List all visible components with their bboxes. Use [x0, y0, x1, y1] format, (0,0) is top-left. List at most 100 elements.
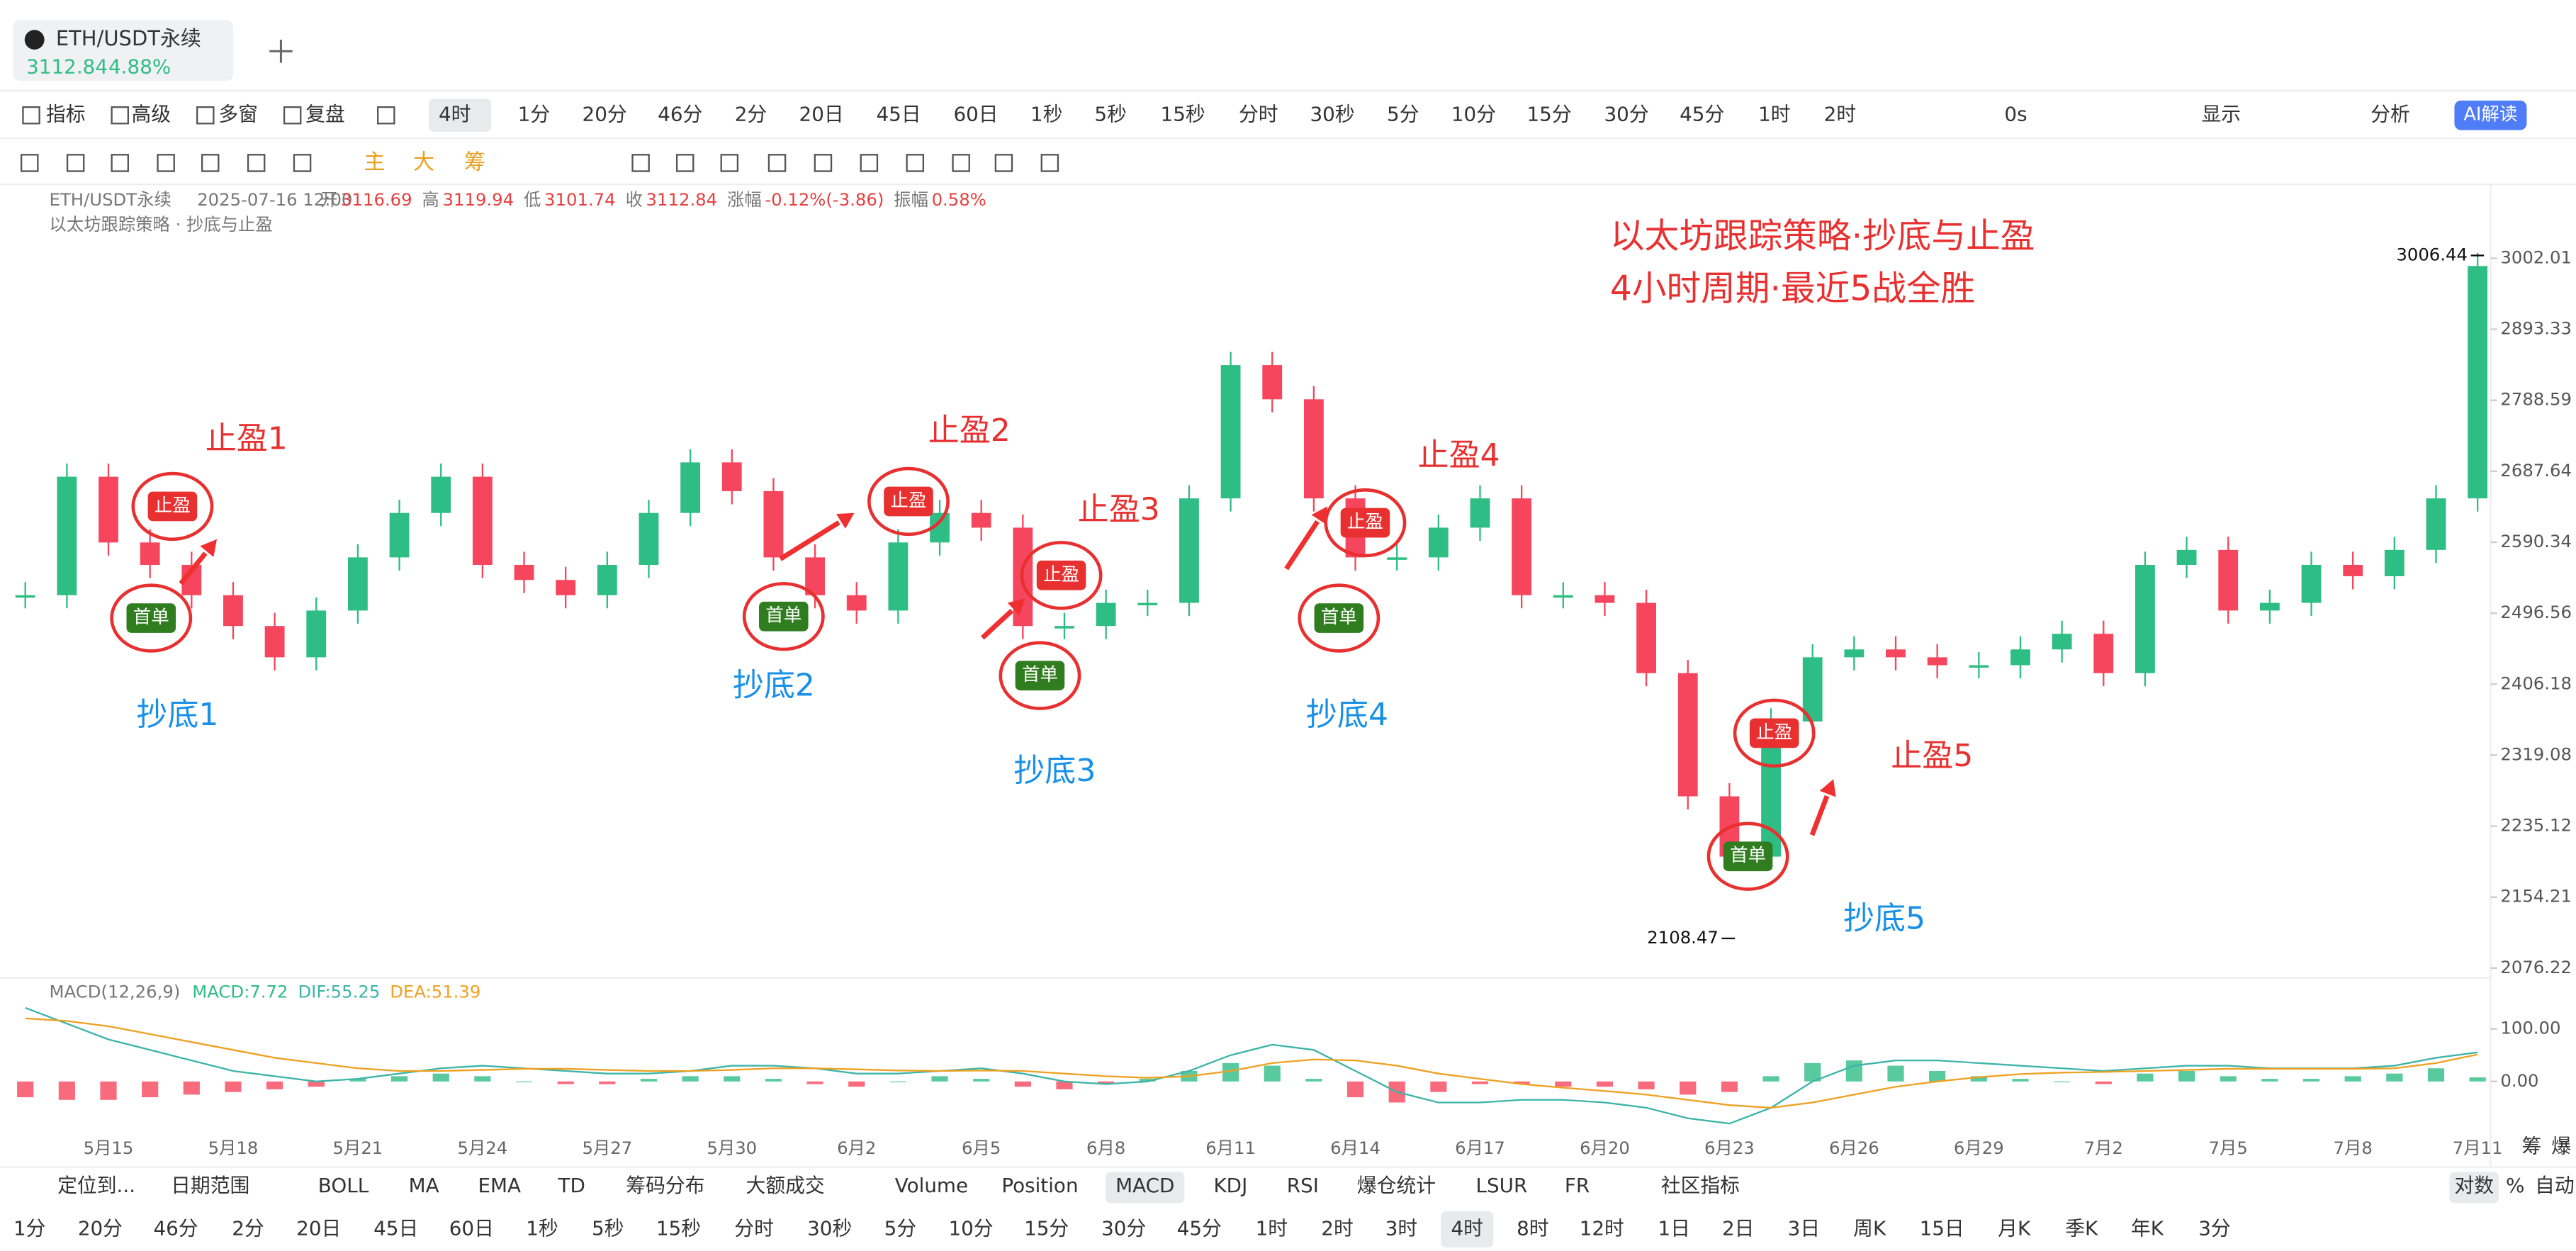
- interval-button[interactable]: 2时: [1824, 103, 1856, 126]
- interval-button[interactable]: 1秒: [526, 1216, 558, 1240]
- draw-tool-icon[interactable]: [767, 154, 787, 172]
- interval-button[interactable]: 分时: [1239, 103, 1278, 126]
- interval-button[interactable]: 月K: [1998, 1216, 2031, 1240]
- interval-button[interactable]: 46分: [153, 1216, 198, 1240]
- ai-button[interactable]: AI解读: [2463, 104, 2517, 125]
- interval-selected[interactable]: 4时: [439, 103, 471, 126]
- tool-button[interactable]: 高级: [131, 103, 171, 126]
- draw-tool-icon[interactable]: [1040, 154, 1059, 172]
- draw-tool-icon[interactable]: [20, 154, 39, 172]
- interval-button[interactable]: 季K: [2065, 1216, 2098, 1240]
- interval-button[interactable]: 5秒: [1094, 103, 1126, 126]
- draw-tool-icon[interactable]: [814, 154, 833, 172]
- indicator-button[interactable]: FR: [1565, 1174, 1590, 1197]
- indicator-button[interactable]: 大额成交: [746, 1174, 825, 1197]
- draw-tool-icon[interactable]: [860, 154, 879, 172]
- interval-button[interactable]: 8时: [1517, 1216, 1548, 1240]
- interval-button[interactable]: 3分: [2198, 1216, 2230, 1240]
- interval-button[interactable]: 20分: [583, 103, 627, 126]
- interval-button[interactable]: 20日: [799, 103, 844, 126]
- interval-button[interactable]: 年K: [2131, 1216, 2164, 1240]
- draw-tool-icon[interactable]: [906, 154, 925, 172]
- draw-tool-icon[interactable]: [111, 154, 129, 172]
- interval-button[interactable]: 45日: [876, 103, 921, 126]
- interval-button[interactable]: 1时: [1256, 1216, 1288, 1240]
- indicator-button[interactable]: TD: [558, 1174, 585, 1197]
- interval-button[interactable]: 5分: [1387, 103, 1419, 126]
- indicator-button[interactable]: BOLL: [318, 1174, 369, 1197]
- interval-button[interactable]: 60日: [953, 103, 998, 126]
- scale-button[interactable]: %: [2506, 1174, 2524, 1197]
- interval-button[interactable]: 1日: [1658, 1216, 1690, 1240]
- symbol-tab[interactable]: [13, 20, 234, 82]
- interval-button[interactable]: 15日: [1920, 1216, 1964, 1240]
- indicator-button[interactable]: Volume: [895, 1174, 968, 1197]
- tool-button[interactable]: 指标: [46, 103, 86, 126]
- draw-tool-icon[interactable]: [247, 154, 266, 172]
- interval-button[interactable]: 1分: [518, 103, 550, 126]
- draw-tool-icon[interactable]: [720, 154, 739, 172]
- interval-button[interactable]: 15分: [1527, 103, 1572, 126]
- toolbar-button[interactable]: 显示: [2201, 103, 2241, 126]
- chip[interactable]: 筹: [464, 150, 485, 174]
- interval-button[interactable]: 15秒: [656, 1216, 701, 1240]
- interval-button[interactable]: 20分: [78, 1216, 123, 1240]
- interval-button[interactable]: 46分: [658, 103, 702, 126]
- chip[interactable]: 大: [413, 150, 434, 174]
- interval-button[interactable]: 30秒: [807, 1216, 852, 1240]
- interval-button[interactable]: 45分: [1680, 103, 1724, 126]
- interval-button[interactable]: 2分: [232, 1216, 264, 1240]
- interval-button[interactable]: 5分: [884, 1216, 916, 1240]
- indicator-button[interactable]: 社区指标: [1661, 1174, 1740, 1197]
- toolbar-button[interactable]: 0s: [2004, 103, 2027, 126]
- indicator-button[interactable]: 爆仓统计: [1357, 1174, 1436, 1197]
- draw-tool-icon[interactable]: [293, 154, 312, 172]
- interval-button[interactable]: 周K: [1853, 1216, 1886, 1240]
- tool-button[interactable]: 多窗: [218, 103, 258, 126]
- interval-button[interactable]: 15秒: [1161, 103, 1205, 126]
- interval-button[interactable]: 12时: [1580, 1216, 1624, 1240]
- indicator-button[interactable]: KDJ: [1213, 1174, 1247, 1197]
- side-button[interactable]: 爆: [2551, 1135, 2571, 1158]
- interval-button[interactable]: 1时: [1758, 103, 1790, 126]
- interval-button[interactable]: 30分: [1604, 103, 1648, 126]
- indicator-button[interactable]: 筹码分布: [626, 1174, 704, 1197]
- interval-button[interactable]: 30秒: [1310, 103, 1355, 126]
- interval-button[interactable]: 10分: [1451, 103, 1496, 126]
- interval-button[interactable]: 分时: [734, 1216, 774, 1240]
- chip[interactable]: 主: [364, 150, 385, 174]
- interval-button[interactable]: 2分: [735, 103, 767, 126]
- scale-button[interactable]: 对数: [2454, 1174, 2494, 1197]
- draw-tool-icon[interactable]: [157, 154, 175, 172]
- scale-button[interactable]: 自动: [2535, 1174, 2575, 1197]
- indicator-button[interactable]: RSI: [1287, 1174, 1319, 1197]
- indicator-button[interactable]: LSUR: [1475, 1174, 1527, 1197]
- toolbar-button[interactable]: 分析: [2370, 103, 2410, 126]
- date-range-button[interactable]: 日期范围: [171, 1174, 249, 1197]
- interval-button[interactable]: 4时: [1451, 1216, 1483, 1240]
- interval-button[interactable]: 1分: [13, 1216, 45, 1240]
- draw-tool-icon[interactable]: [631, 154, 650, 172]
- indicator-button[interactable]: MA: [409, 1174, 439, 1197]
- draw-tool-icon[interactable]: [994, 154, 1013, 172]
- add-tab[interactable]: [269, 40, 293, 63]
- draw-tool-icon[interactable]: [66, 154, 85, 172]
- interval-button[interactable]: 2日: [1722, 1216, 1754, 1240]
- indicator-button[interactable]: MACD: [1115, 1174, 1174, 1197]
- draw-tool-icon[interactable]: [201, 154, 220, 172]
- interval-button[interactable]: 2时: [1321, 1216, 1353, 1240]
- draw-tool-icon[interactable]: [675, 154, 694, 172]
- interval-button[interactable]: 3日: [1788, 1216, 1820, 1240]
- indicator-button[interactable]: Position: [1001, 1174, 1078, 1197]
- interval-button[interactable]: 3时: [1385, 1216, 1417, 1240]
- interval-button[interactable]: 5秒: [592, 1216, 624, 1240]
- interval-button[interactable]: 10分: [948, 1216, 993, 1240]
- interval-button[interactable]: 15分: [1024, 1216, 1069, 1240]
- side-button[interactable]: 筹: [2522, 1135, 2542, 1158]
- ai-button-bg[interactable]: [2454, 100, 2527, 130]
- interval-button[interactable]: 1秒: [1030, 103, 1062, 126]
- draw-tool-icon[interactable]: [952, 154, 970, 172]
- interval-button[interactable]: 45日: [373, 1216, 418, 1240]
- interval-button[interactable]: 20日: [296, 1216, 341, 1240]
- tool-button[interactable]: 复盘: [305, 103, 345, 126]
